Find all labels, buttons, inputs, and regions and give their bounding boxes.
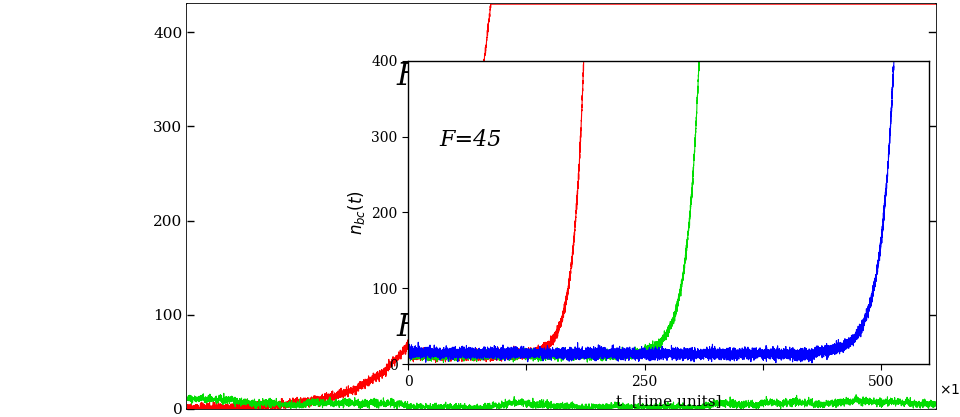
Text: F=50: F=50 [396,61,482,92]
Text: F=40: F=40 [396,312,482,343]
